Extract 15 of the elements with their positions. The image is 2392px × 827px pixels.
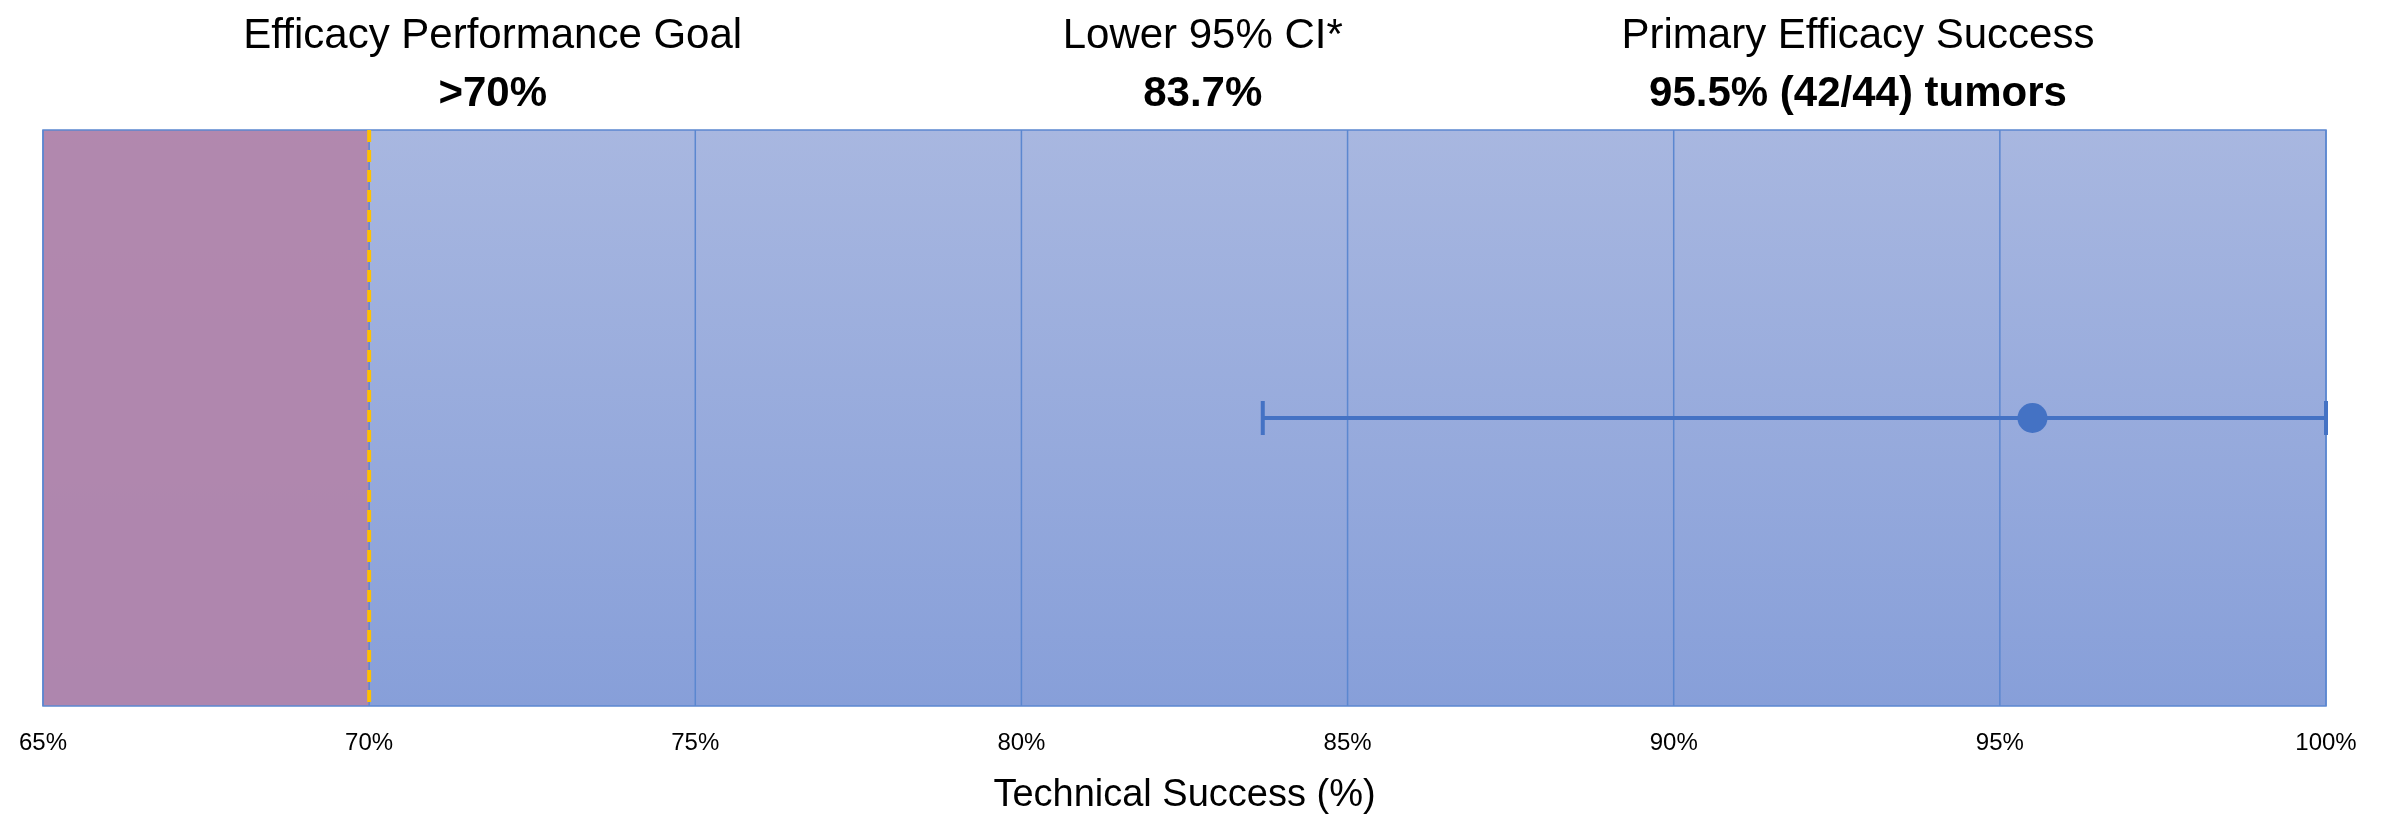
x-tick-label: 70% <box>345 728 394 755</box>
x-tick-label: 100% <box>2295 728 2357 755</box>
x-tick-label: 95% <box>1975 728 2024 755</box>
text: 95.5% (42/44) tumors <box>1649 68 2067 115</box>
x-axis-title: Technical Success (%) <box>993 772 1376 814</box>
text: Efficacy Performance Goal <box>243 10 743 57</box>
text: Lower 95% CI* <box>1062 10 1343 57</box>
x-tick-label: 75% <box>671 728 720 755</box>
text: 83.7% <box>1143 68 1263 115</box>
x-tick-label: 90% <box>1649 728 1698 755</box>
x-tick-label: 85% <box>1323 728 1372 755</box>
x-tick-label: 65% <box>18 728 68 755</box>
x-tick-label: 80% <box>997 728 1046 755</box>
text: >70% <box>438 68 548 115</box>
text: Primary Efficacy Success <box>1621 10 2095 57</box>
